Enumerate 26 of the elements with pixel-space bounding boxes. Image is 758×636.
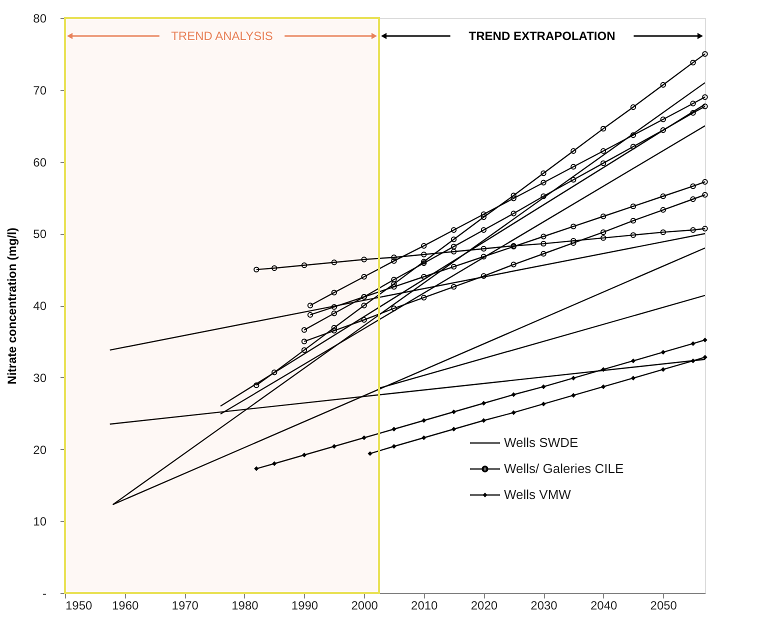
x-tick-label: 2010 [411,598,438,612]
y-tick-label: 80 [33,12,47,26]
y-tick-label: 50 [33,227,47,242]
y-tick-label: 60 [33,155,47,170]
x-tick-label: 2030 [530,598,558,612]
x-tick-label: 2020 [470,598,498,612]
legend-label: Wells/ Galeries CILE [504,461,624,476]
annotation: TREND EXTRAPOLATION [468,29,616,43]
legend-label: Wells SWDE [504,435,578,450]
y-tick-label: - [42,586,46,600]
legend-label: Wells VMW [504,487,572,502]
y-axis-title: Nitrate concentration (mg/l) [5,228,20,384]
x-tick-label: 2000 [351,598,378,612]
x-tick-label: 1960 [112,598,139,612]
x-tick-label: 1990 [291,598,318,612]
y-tick-label: 10 [33,514,47,529]
x-tick-label: 1980 [232,598,259,612]
band-label: TREND ANALYSIS [171,29,273,43]
x-tick-label: 2050 [650,598,678,612]
x-tick-label: 1950 [66,598,93,612]
y-tick-label: 40 [33,299,47,313]
y-tick-label: 30 [33,370,47,385]
y-tick-label: 70 [33,83,47,98]
y-tick-label: 20 [33,442,47,457]
x-tick-label: 1970 [172,598,199,612]
x-tick-label: 2040 [590,598,618,612]
